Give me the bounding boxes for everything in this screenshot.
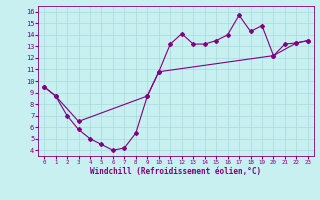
X-axis label: Windchill (Refroidissement éolien,°C): Windchill (Refroidissement éolien,°C) <box>91 167 261 176</box>
